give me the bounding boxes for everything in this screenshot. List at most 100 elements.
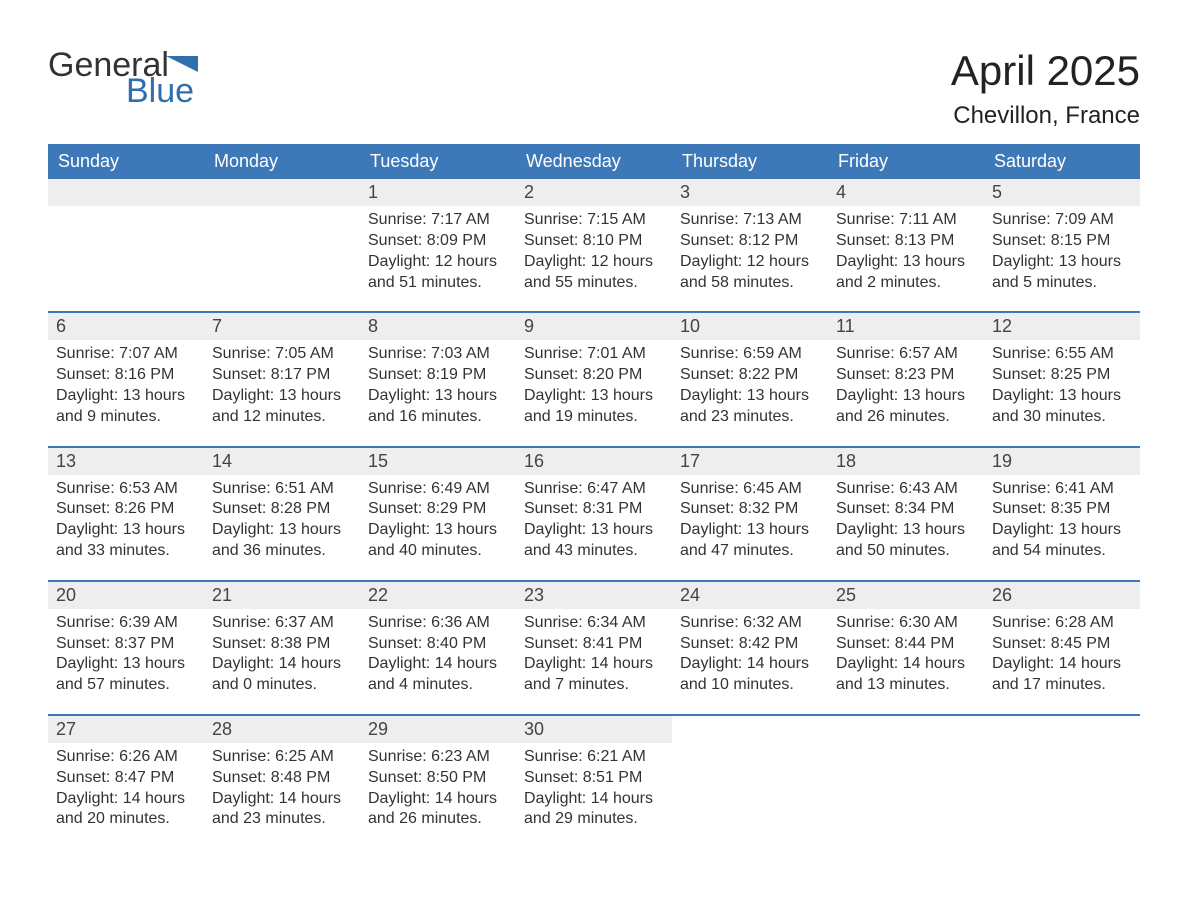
day-cell: 21 Sunrise: 6:37 AMSunset: 8:38 PMDayligh… [204, 582, 360, 714]
day-cell: 23Sunrise: 6:34 AMSunset: 8:41 PMDayligh… [516, 582, 672, 714]
daylight-text: Daylight: 13 hours and 54 minutes. [992, 520, 1132, 562]
weekday-header-row: Sunday Monday Tuesday Wednesday Thursday… [48, 144, 1140, 179]
sunset-text: Sunset: 8:23 PM [836, 365, 976, 386]
day-cell: 26Sunrise: 6:28 AMSunset: 8:45 PMDayligh… [984, 582, 1140, 714]
day-number: 18 [828, 448, 984, 475]
day-number: 21 [204, 582, 360, 609]
sunset-text: Sunset: 8:42 PM [680, 634, 820, 655]
day-number: 10 [672, 313, 828, 340]
weekday-header: Saturday [984, 144, 1140, 179]
sunset-text: Sunset: 8:09 PM [368, 231, 508, 252]
sunset-text: Sunset: 8:28 PM [212, 499, 352, 520]
sunrise-text: Sunrise: 6:28 AM [992, 613, 1132, 634]
daylight-text: Daylight: 13 hours and 57 minutes. [56, 654, 196, 696]
daylight-text: Daylight: 14 hours and 26 minutes. [368, 789, 508, 831]
daylight-text: Daylight: 12 hours and 58 minutes. [680, 252, 820, 294]
sunrise-text: Sunrise: 6:41 AM [992, 479, 1132, 500]
day-number: 3 [672, 179, 828, 206]
sunset-text: Sunset: 8:13 PM [836, 231, 976, 252]
day-number: 15 [360, 448, 516, 475]
daylight-text: Daylight: 13 hours and 50 minutes. [836, 520, 976, 562]
sunrise-text: Sunrise: 7:11 AM [836, 210, 976, 231]
sunrise-text: Sunrise: 7:09 AM [992, 210, 1132, 231]
day-cell: 3Sunrise: 7:13 AMSunset: 8:12 PMDaylight… [672, 179, 828, 311]
sunrise-text: Sunrise: 6:55 AM [992, 344, 1132, 365]
day-number: 11 [828, 313, 984, 340]
sunrise-text: Sunrise: 6:37 AM [212, 613, 352, 634]
day-cell: 1Sunrise: 7:17 AMSunset: 8:09 PMDaylight… [360, 179, 516, 311]
day-details: Sunrise: 6:32 AMSunset: 8:42 PMDaylight:… [680, 613, 820, 696]
day-number: 8 [360, 313, 516, 340]
day-cell: 2 Sunrise: 7:15 AMSunset: 8:10 PMDaylight… [516, 179, 672, 311]
day-cell: 29Sunrise: 6:23 AMSunset: 8:50 PMDayligh… [360, 716, 516, 848]
day-cell: 8Sunrise: 7:03 AMSunset: 8:19 PMDaylight… [360, 313, 516, 445]
weekday-header: Friday [828, 144, 984, 179]
daylight-text: Daylight: 13 hours and 30 minutes. [992, 386, 1132, 428]
daylight-text: Daylight: 13 hours and 33 minutes. [56, 520, 196, 562]
day-details: Sunrise: 7:15 AMSunset: 8:10 PMDaylight:… [524, 210, 664, 293]
day-number: 7 [204, 313, 360, 340]
day-cell: 18Sunrise: 6:43 AMSunset: 8:34 PMDayligh… [828, 448, 984, 580]
sunrise-text: Sunrise: 6:32 AM [680, 613, 820, 634]
day-details: Sunrise: 6:23 AMSunset: 8:50 PMDaylight:… [368, 747, 508, 830]
day-cell: 7Sunrise: 7:05 AMSunset: 8:17 PMDaylight… [204, 313, 360, 445]
sunrise-text: Sunrise: 6:36 AM [368, 613, 508, 634]
day-number: 13 [48, 448, 204, 475]
weekday-header: Monday [204, 144, 360, 179]
daylight-text: Daylight: 14 hours and 10 minutes. [680, 654, 820, 696]
daylight-text: Daylight: 14 hours and 7 minutes. [524, 654, 664, 696]
sunset-text: Sunset: 8:22 PM [680, 365, 820, 386]
daylight-text: Daylight: 13 hours and 43 minutes. [524, 520, 664, 562]
week-row: 6 Sunrise: 7:07 AMSunset: 8:16 PMDaylight… [48, 311, 1140, 445]
day-number: 2 [516, 179, 672, 206]
week-row: 13Sunrise: 6:53 AMSunset: 8:26 PMDayligh… [48, 446, 1140, 580]
sunrise-text: Sunrise: 6:45 AM [680, 479, 820, 500]
day-cell [672, 716, 828, 848]
day-cell: 11 Sunrise: 6:57 AMSunset: 8:23 PMDayligh… [828, 313, 984, 445]
daylight-text: Daylight: 13 hours and 26 minutes. [836, 386, 976, 428]
day-number [984, 716, 1140, 743]
sunset-text: Sunset: 8:35 PM [992, 499, 1132, 520]
title-block: April 2025 Chevillon, France [951, 48, 1140, 130]
day-number: 20 [48, 582, 204, 609]
day-details: Sunrise: 6:57 AMSunset: 8:23 PMDaylight:… [836, 344, 976, 427]
day-number [672, 716, 828, 743]
sunrise-text: Sunrise: 7:03 AM [368, 344, 508, 365]
day-cell [828, 716, 984, 848]
daylight-text: Daylight: 12 hours and 51 minutes. [368, 252, 508, 294]
sunset-text: Sunset: 8:19 PM [368, 365, 508, 386]
daylight-text: Daylight: 14 hours and 23 minutes. [212, 789, 352, 831]
day-details: Sunrise: 6:49 AMSunset: 8:29 PMDaylight:… [368, 479, 508, 562]
sunrise-text: Sunrise: 6:30 AM [836, 613, 976, 634]
daylight-text: Daylight: 14 hours and 4 minutes. [368, 654, 508, 696]
sunset-text: Sunset: 8:17 PM [212, 365, 352, 386]
sunset-text: Sunset: 8:29 PM [368, 499, 508, 520]
day-number: 25 [828, 582, 984, 609]
day-number: 6 [48, 313, 204, 340]
weekday-header: Wednesday [516, 144, 672, 179]
sunrise-text: Sunrise: 7:07 AM [56, 344, 196, 365]
day-cell: 13 Sunrise: 6:53 AMSunset: 8:26 PMDayligh… [48, 448, 204, 580]
daylight-text: Daylight: 14 hours and 17 minutes. [992, 654, 1132, 696]
weekday-header: Tuesday [360, 144, 516, 179]
generalblue-logo-icon: General Blue [48, 48, 218, 108]
day-cell: 12Sunrise: 6:55 AMSunset: 8:25 PMDayligh… [984, 313, 1140, 445]
daylight-text: Daylight: 13 hours and 36 minutes. [212, 520, 352, 562]
day-number: 14 [204, 448, 360, 475]
daylight-text: Daylight: 13 hours and 9 minutes. [56, 386, 196, 428]
day-details: Sunrise: 7:07 AMSunset: 8:16 PMDaylight:… [56, 344, 196, 427]
daylight-text: Daylight: 13 hours and 23 minutes. [680, 386, 820, 428]
daylight-text: Daylight: 14 hours and 13 minutes. [836, 654, 976, 696]
sunset-text: Sunset: 8:47 PM [56, 768, 196, 789]
sunrise-text: Sunrise: 6:53 AM [56, 479, 196, 500]
sunrise-text: Sunrise: 6:51 AM [212, 479, 352, 500]
daylight-text: Daylight: 13 hours and 5 minutes. [992, 252, 1132, 294]
week-row: 27Sunrise: 6:26 AMSunset: 8:47 PMDayligh… [48, 714, 1140, 848]
logo-flag-icon [166, 56, 198, 72]
sunrise-text: Sunrise: 7:05 AM [212, 344, 352, 365]
day-number: 17 [672, 448, 828, 475]
daylight-text: Daylight: 14 hours and 0 minutes. [212, 654, 352, 696]
sunset-text: Sunset: 8:26 PM [56, 499, 196, 520]
sunset-text: Sunset: 8:38 PM [212, 634, 352, 655]
day-cell [204, 179, 360, 311]
